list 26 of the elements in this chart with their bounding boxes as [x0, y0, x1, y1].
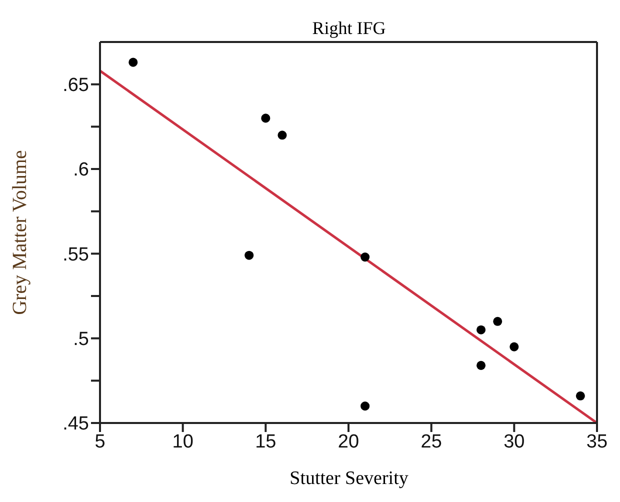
- point: [261, 114, 270, 123]
- point: [128, 58, 138, 67]
- point: [244, 250, 254, 260]
- x-tick-label: 15: [255, 431, 276, 452]
- y-tick-label: .65: [62, 75, 89, 96]
- x-tick-label: 5: [94, 431, 106, 452]
- chart-title: Right IFG: [311, 18, 387, 39]
- x-tick-label: 30: [504, 431, 525, 452]
- y-tick-label: .45: [62, 414, 89, 435]
- point: [360, 252, 370, 262]
- y-tick-label: .55: [62, 244, 89, 266]
- x-axis-title: Stutter Severity: [288, 468, 410, 490]
- point: [576, 391, 585, 400]
- y-tick-label: .5: [73, 329, 89, 350]
- point: [476, 360, 486, 370]
- x-tick-label: 35: [586, 431, 608, 452]
- point: [278, 130, 287, 140]
- point: [360, 402, 370, 411]
- point: [493, 316, 502, 326]
- x-tick-label: 20: [338, 431, 360, 452]
- point: [476, 325, 486, 334]
- x-tick-label: 25: [420, 431, 442, 452]
- y-axis-title: Grey Matter Volume: [8, 150, 32, 314]
- y-tick-label: .6: [73, 160, 89, 181]
- point: [510, 342, 519, 352]
- x-tick-label: 10: [172, 431, 194, 452]
